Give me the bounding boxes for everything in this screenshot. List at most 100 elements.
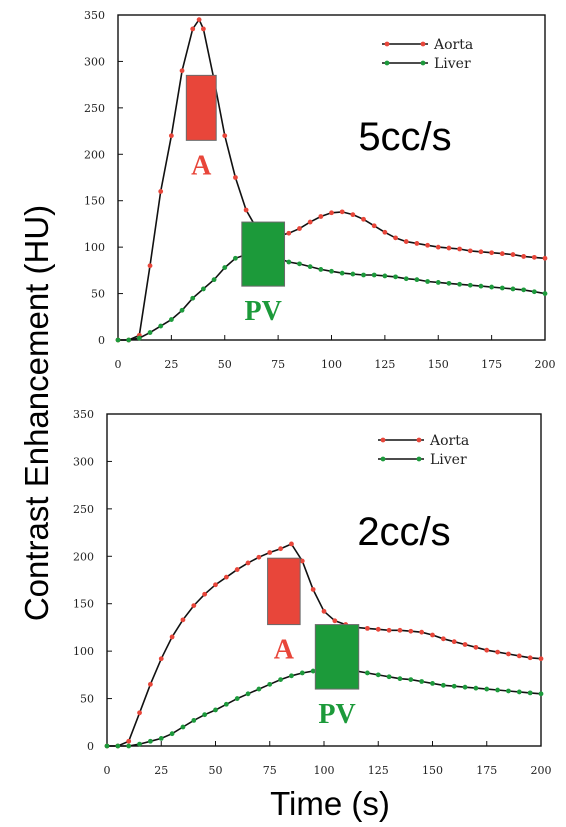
data-point-aorta (329, 210, 334, 216)
data-point-aorta (521, 254, 527, 259)
data-point-aorta (310, 587, 316, 592)
phase-label-pv: PV (245, 296, 282, 327)
x-tick-label: 150 (428, 358, 449, 371)
data-point-liver (451, 683, 457, 689)
legend-label-liver: Liver (434, 56, 471, 72)
data-point-liver (115, 337, 121, 343)
x-tick-label: 150 (422, 764, 443, 777)
y-tick-label: 200 (73, 550, 94, 563)
phase-box-a (185, 74, 217, 141)
data-point-liver (158, 323, 164, 329)
data-point-aorta (403, 239, 409, 244)
data-point-liver (202, 712, 208, 718)
x-tick-label: 175 (476, 764, 497, 777)
x-tick-label: 125 (368, 764, 389, 777)
data-point-liver (375, 672, 381, 678)
data-point-liver (126, 743, 132, 749)
data-point-liver (191, 717, 197, 723)
data-point-liver (371, 272, 377, 278)
legend-swatch-marker (420, 60, 426, 66)
data-point-aorta (190, 26, 196, 32)
chart-panel-5cc: 0 25 50 75 100 125 150 175 200 0 50 100 150 200 250 300… (84, 9, 556, 371)
data-point-aorta (506, 651, 511, 657)
x-tick-label: 100 (321, 358, 342, 371)
data-point-aorta (158, 656, 164, 662)
data-point-liver (148, 738, 153, 744)
y-tick-label: 250 (73, 503, 94, 516)
x-tick-label: 50 (209, 764, 223, 777)
data-point-liver (499, 285, 505, 291)
data-point-aorta (147, 263, 153, 269)
data-point-aorta (321, 608, 327, 614)
data-point-aorta (234, 567, 240, 572)
data-point-liver (506, 688, 511, 694)
data-point-liver (435, 280, 441, 285)
legend-label-aorta: Aorta (429, 433, 469, 449)
phase-label-a: A (274, 635, 295, 666)
data-point-liver (386, 674, 392, 680)
data-point-aorta (542, 255, 548, 261)
data-point-aorta (386, 627, 392, 633)
data-point-liver (222, 265, 228, 270)
x-tick-label: 0 (115, 358, 122, 371)
data-point-aorta (196, 17, 202, 23)
x-tick-label: 25 (164, 358, 178, 371)
data-point-aorta (158, 189, 164, 194)
data-point-aorta (484, 647, 490, 653)
data-point-liver (350, 271, 356, 277)
data-point-aorta (531, 254, 537, 260)
data-point-liver (104, 743, 110, 749)
legend-swatch-marker (384, 60, 390, 66)
data-point-liver (245, 691, 251, 697)
data-point-aorta (478, 249, 484, 255)
data-point-aorta (393, 235, 398, 241)
data-point-aorta (233, 175, 238, 180)
x-tick-label: 200 (531, 764, 552, 777)
data-point-liver (158, 736, 164, 741)
data-point-aorta (297, 226, 302, 231)
data-point-aorta (137, 710, 142, 716)
data-point-liver (365, 670, 370, 676)
data-point-liver (473, 685, 479, 691)
data-point-aorta (365, 625, 370, 631)
injection-rate-label: 2cc/s (357, 510, 450, 554)
data-point-liver (147, 330, 153, 335)
plot-frame (106, 413, 542, 747)
data-point-aorta (538, 656, 544, 662)
legend-label-aorta: Aorta (433, 37, 473, 53)
data-point-liver (289, 673, 294, 679)
data-point-liver (299, 670, 305, 676)
x-tick-label: 200 (535, 358, 556, 371)
data-point-liver (256, 686, 262, 692)
data-point-aorta (382, 229, 388, 235)
data-point-aorta (510, 252, 516, 257)
data-point-liver (201, 286, 206, 292)
data-point-aorta (201, 26, 206, 32)
data-point-liver (414, 277, 420, 283)
x-tick-label: 0 (104, 764, 111, 777)
data-point-aorta (414, 241, 420, 246)
legend-swatch-marker (416, 437, 422, 443)
x-tick-label: 75 (271, 358, 285, 371)
data-point-aorta (419, 629, 425, 635)
data-point-liver (168, 317, 174, 322)
legend-swatch-marker (416, 456, 422, 462)
y-tick-label: 100 (73, 645, 94, 658)
data-point-aorta (179, 68, 185, 74)
data-point-liver (223, 701, 229, 707)
y-tick-label: 350 (84, 9, 105, 22)
data-point-liver (136, 335, 142, 341)
data-point-aorta (408, 628, 414, 634)
y-tick-label: 50 (91, 288, 105, 301)
data-point-aorta (169, 634, 175, 640)
data-point-aorta (495, 649, 500, 655)
legend-swatch-marker (384, 41, 390, 47)
data-point-aorta (473, 644, 479, 650)
y-tick-label: 300 (84, 55, 105, 68)
data-point-liver (339, 270, 345, 276)
data-point-liver (446, 280, 452, 286)
data-point-liver (126, 337, 132, 343)
data-point-aorta (223, 574, 229, 580)
data-point-aorta (425, 242, 430, 248)
data-point-aorta (299, 558, 305, 564)
